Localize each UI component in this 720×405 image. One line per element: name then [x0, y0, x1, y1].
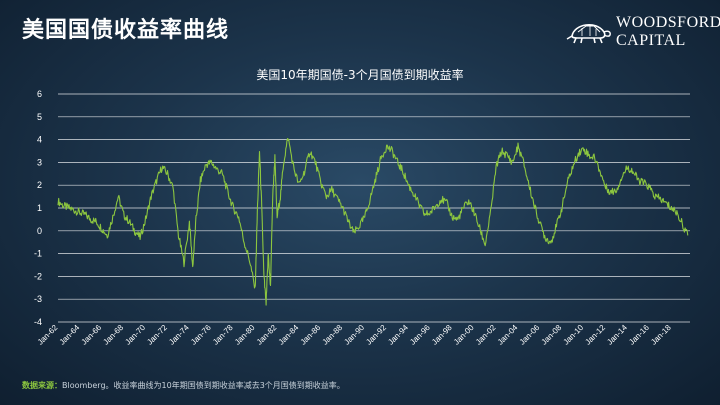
- chart-title: 美国10年期国债-3个月国债到期收益率: [256, 68, 464, 82]
- y-tick-label: -3: [34, 294, 42, 304]
- x-tick-label: Jan-96: [408, 323, 432, 347]
- x-tick-label: Jan-64: [58, 323, 82, 347]
- y-tick-label: -1: [34, 249, 42, 259]
- y-tick-label: 2: [37, 180, 42, 190]
- woodsford-logo: WOODSFORD CAPITAL: [566, 14, 720, 50]
- x-tick-label: Jan-74: [167, 323, 191, 347]
- x-tick-label: Jan-84: [277, 323, 301, 347]
- x-tick-label: Jan-86: [299, 323, 323, 347]
- y-tick-label: 4: [37, 135, 42, 145]
- y-tick-label: -2: [34, 271, 42, 281]
- footnote-text: Bloomberg。收益率曲线为10年期国债到期收益率减去3个月国债到期收益率。: [62, 381, 345, 390]
- x-tick-label: Jan-72: [145, 323, 169, 347]
- spread-series-line: [57, 137, 689, 306]
- y-tick-label: 0: [37, 226, 42, 236]
- x-tick-label: Jan-80: [233, 323, 257, 347]
- y-tick-label: 1: [37, 203, 42, 213]
- x-tick-label: Jan-12: [583, 323, 607, 347]
- x-tick-label: Jan-70: [123, 323, 147, 347]
- x-tick-label: Jan-18: [649, 323, 673, 347]
- x-tick-label: Jan-66: [80, 323, 104, 347]
- x-tick-label: Jan-68: [101, 323, 125, 347]
- slide-title: 美国国债收益率曲线: [22, 18, 230, 43]
- footnote: 数据来源：Bloomberg。收益率曲线为10年期国债到期收益率减去3个月国债到…: [22, 380, 345, 391]
- x-tick-label: Jan-02: [474, 323, 498, 347]
- x-tick-label: Jan-94: [386, 323, 410, 347]
- y-tick-label: 5: [37, 112, 42, 122]
- y-tick-label: 6: [37, 89, 42, 99]
- logo-text-capital: CAPITAL: [616, 32, 686, 49]
- x-tick-label: Jan-92: [364, 323, 388, 347]
- x-tick-label: Jan-78: [211, 323, 235, 347]
- x-tick-label: Jan-00: [452, 323, 476, 347]
- footnote-source-label: 数据来源：: [22, 381, 62, 390]
- x-tick-label: Jan-10: [562, 323, 586, 347]
- series-layer: [57, 137, 689, 306]
- x-tick-label: Jan-88: [321, 323, 345, 347]
- x-tick-label: Jan-90: [342, 323, 366, 347]
- grid-layer: [58, 93, 690, 323]
- x-tick-label: Jan-04: [496, 323, 520, 347]
- x-tick-label: Jan-82: [255, 323, 279, 347]
- logo-text-woodsford: WOODSFORD: [616, 14, 720, 31]
- y-tick-label: -4: [34, 317, 42, 327]
- x-tick-label: Jan-16: [627, 323, 651, 347]
- y-axis-ticks: -4 -3 -2 -1 0 1 2 3 4 5 6: [34, 89, 42, 327]
- x-tick-label: Jan-76: [189, 323, 213, 347]
- x-tick-label: Jan-14: [605, 323, 629, 347]
- tortoise-logo-icon: [566, 24, 611, 44]
- x-tick-label: Jan-06: [518, 323, 542, 347]
- y-tick-label: 3: [37, 157, 42, 167]
- x-tick-label: Jan-98: [430, 323, 454, 347]
- x-axis-ticks: Jan-62Jan-64Jan-66Jan-68Jan-70Jan-72Jan-…: [36, 323, 673, 347]
- x-tick-label: Jan-08: [540, 323, 564, 347]
